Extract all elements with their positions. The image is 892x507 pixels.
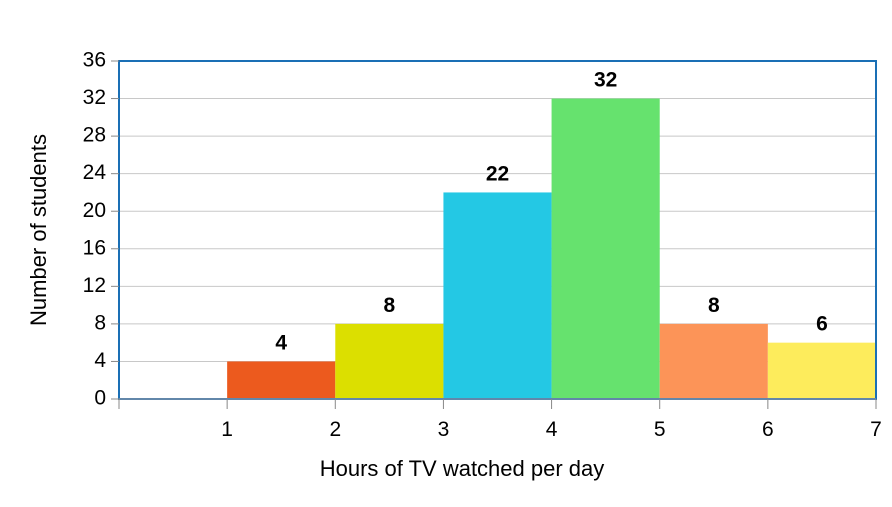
histogram-bar: [335, 323, 444, 399]
x-tick-label: 6: [762, 418, 774, 441]
bar-value-labels: 4 8 22 32 8 6: [275, 69, 827, 355]
bars: [227, 98, 876, 400]
y-tick-label: 20: [83, 199, 106, 222]
y-tick-label: 12: [83, 274, 106, 297]
y-axis-title: Number of students: [26, 134, 51, 326]
y-tick-label: 24: [83, 161, 107, 184]
bar-value-label: 22: [486, 162, 509, 185]
bar-value-label: 32: [594, 69, 617, 92]
y-tick-label: 16: [83, 236, 106, 259]
y-tick-label: 36: [83, 49, 106, 72]
histogram-bar: [767, 342, 876, 399]
y-tick-label: 28: [83, 124, 106, 147]
bar-value-label: 8: [384, 294, 396, 317]
x-tick-label: 2: [329, 418, 341, 441]
bar-value-label: 6: [816, 313, 828, 336]
x-tick-label: 7: [870, 418, 882, 441]
histogram-bar: [551, 98, 660, 400]
y-tick-label: 0: [94, 387, 106, 410]
x-tick-label: 3: [438, 418, 450, 441]
y-tick-label: 4: [94, 349, 106, 372]
x-tick-label: 1: [221, 418, 233, 441]
bar-value-label: 4: [275, 331, 287, 354]
histogram-bar: [443, 192, 552, 399]
bar-value-label: 8: [708, 294, 720, 317]
y-tick-label: 32: [83, 86, 106, 109]
x-tick-label: 4: [546, 418, 558, 441]
histogram-bar: [227, 361, 336, 399]
x-tick-label: 5: [654, 418, 666, 441]
histogram-bar: [659, 323, 768, 399]
y-tick-label: 8: [94, 311, 106, 334]
x-axis-title: Hours of TV watched per day: [320, 456, 605, 481]
